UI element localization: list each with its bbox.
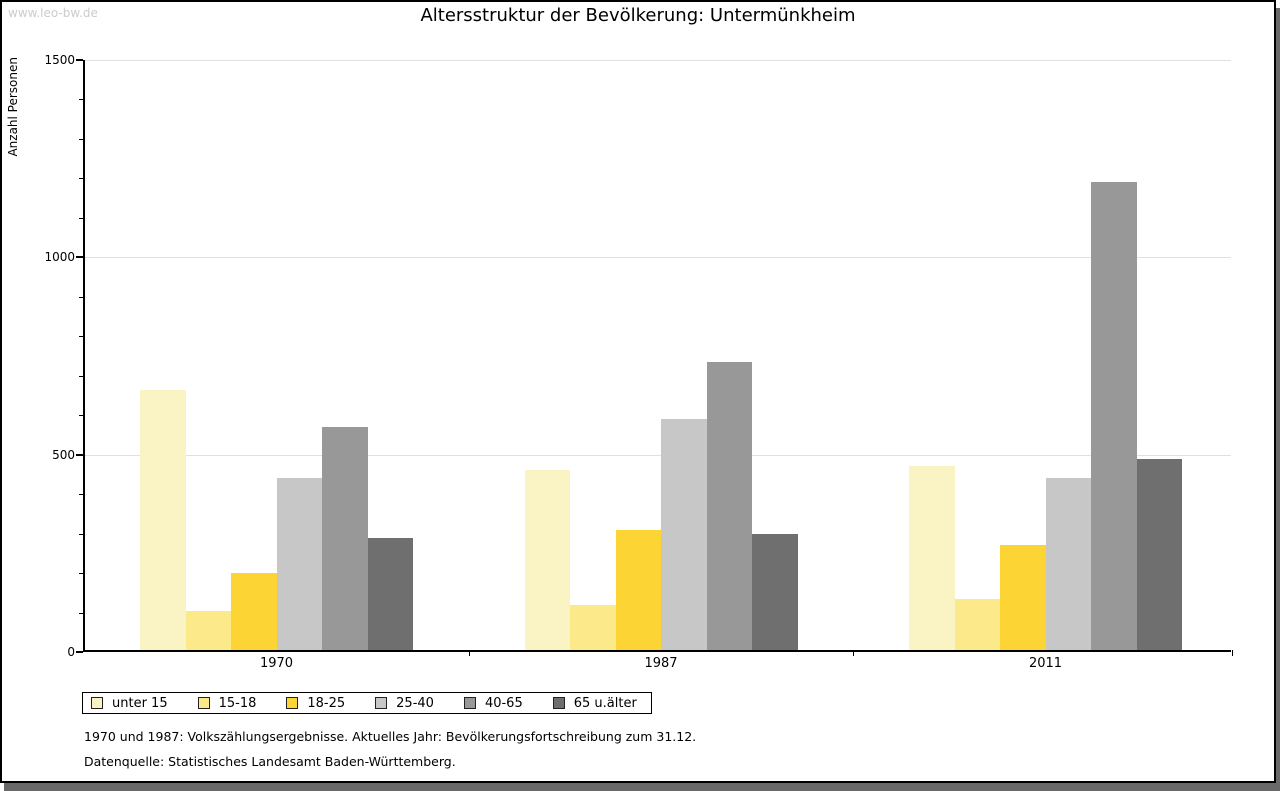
chart-title: Altersstruktur der Bevölkerung: Untermün… [420, 5, 856, 26]
y-tick-major [76, 256, 83, 259]
y-tick-minor [79, 296, 83, 298]
legend-label: 15-18 [218, 695, 257, 711]
bar-1970-18-25 [231, 573, 277, 650]
gridline-1500 [85, 60, 1231, 61]
plot-area: 0 500 1000 1500 1970 1987 2011 [44, 53, 1233, 671]
bar-2011-18-25 [1000, 545, 1046, 650]
y-tick-label: 1500 [44, 53, 75, 67]
y-tick-minor [79, 375, 83, 377]
bar-2011-65-u-lter [1136, 458, 1182, 650]
legend-item-65-u-lter: 65 u.älter [552, 695, 637, 711]
legend-swatch [91, 697, 103, 709]
x-tick [853, 650, 855, 656]
gridline-1000 [85, 257, 1231, 259]
legend-item-15-18: 15-18 [197, 695, 257, 711]
x-category-label-1970: 1970 [259, 656, 294, 671]
y-tick-label: 500 [52, 447, 75, 462]
y-tick-minor [79, 612, 83, 614]
y-tick-label: 0 [67, 645, 75, 659]
y-tick-minor [79, 178, 83, 180]
legend-swatch [286, 697, 299, 709]
legend-item-unter-15: unter 15 [91, 696, 168, 711]
y-tick-major [76, 651, 83, 653]
y-tick-minor [79, 138, 83, 140]
bar-1987-40-65 [706, 361, 752, 650]
bar-2011-unter-15 [909, 466, 955, 650]
bar-1970-65-u-lter [367, 537, 413, 650]
legend-label: 25-40 [396, 695, 434, 711]
y-tick-label: 1000 [44, 250, 75, 265]
legend-item-18-25: 18-25 [286, 696, 345, 711]
bar-2011-40-65 [1091, 182, 1137, 650]
y-tick-major [76, 59, 83, 61]
bar-2011-15-18 [954, 598, 1000, 650]
bar-1987-65-u-lter [752, 533, 798, 650]
legend: unter 15 15-18 18-25 25-40 40-65 65 u.älter [82, 692, 652, 714]
y-tick-minor [79, 415, 83, 417]
watermark: www.leo-bw.de [8, 6, 98, 20]
bar-1987-unter-15 [524, 470, 570, 650]
footnote-source-note: 1970 und 1987: Volkszählungsergebnisse. … [84, 729, 697, 744]
bar-1970-25-40 [276, 478, 322, 650]
gridline-500 [85, 454, 1231, 456]
bar-1970-40-65 [322, 427, 368, 650]
legend-item-40-65: 40-65 [463, 695, 523, 711]
y-tick-minor [79, 99, 83, 101]
bar-1970-15-18 [185, 610, 231, 650]
bar-1987-25-40 [661, 419, 707, 650]
y-tick-major [76, 453, 83, 456]
legend-swatch [463, 697, 476, 709]
footnote-data-source: Datenquelle: Statistisches Landesamt Bad… [84, 754, 456, 769]
legend-swatch [552, 697, 565, 709]
y-tick-minor [79, 494, 83, 496]
x-category-label-1987: 1987 [644, 656, 678, 671]
y-tick-minor [79, 336, 83, 338]
legend-swatch [375, 697, 388, 709]
x-tick [1232, 650, 1233, 656]
x-category-label-2011: 2011 [1028, 656, 1063, 671]
y-axis-title: Anzahl Personen [6, 57, 20, 157]
x-tick [468, 650, 470, 656]
y-tick-minor [79, 533, 83, 535]
legend-label: 65 u.älter [573, 695, 637, 711]
legend-label: 40-65 [484, 695, 523, 711]
legend-label: unter 15 [112, 695, 168, 711]
legend-item-25-40: 25-40 [375, 696, 434, 711]
bar-1970-unter-15 [140, 389, 186, 650]
bar-1987-18-25 [615, 529, 661, 650]
bar-1987-15-18 [570, 604, 616, 650]
y-tick-minor [79, 573, 83, 575]
y-tick-minor [79, 217, 83, 219]
legend-swatch [197, 697, 210, 709]
bar-2011-25-40 [1045, 478, 1091, 650]
legend-label: 18-25 [307, 695, 346, 711]
